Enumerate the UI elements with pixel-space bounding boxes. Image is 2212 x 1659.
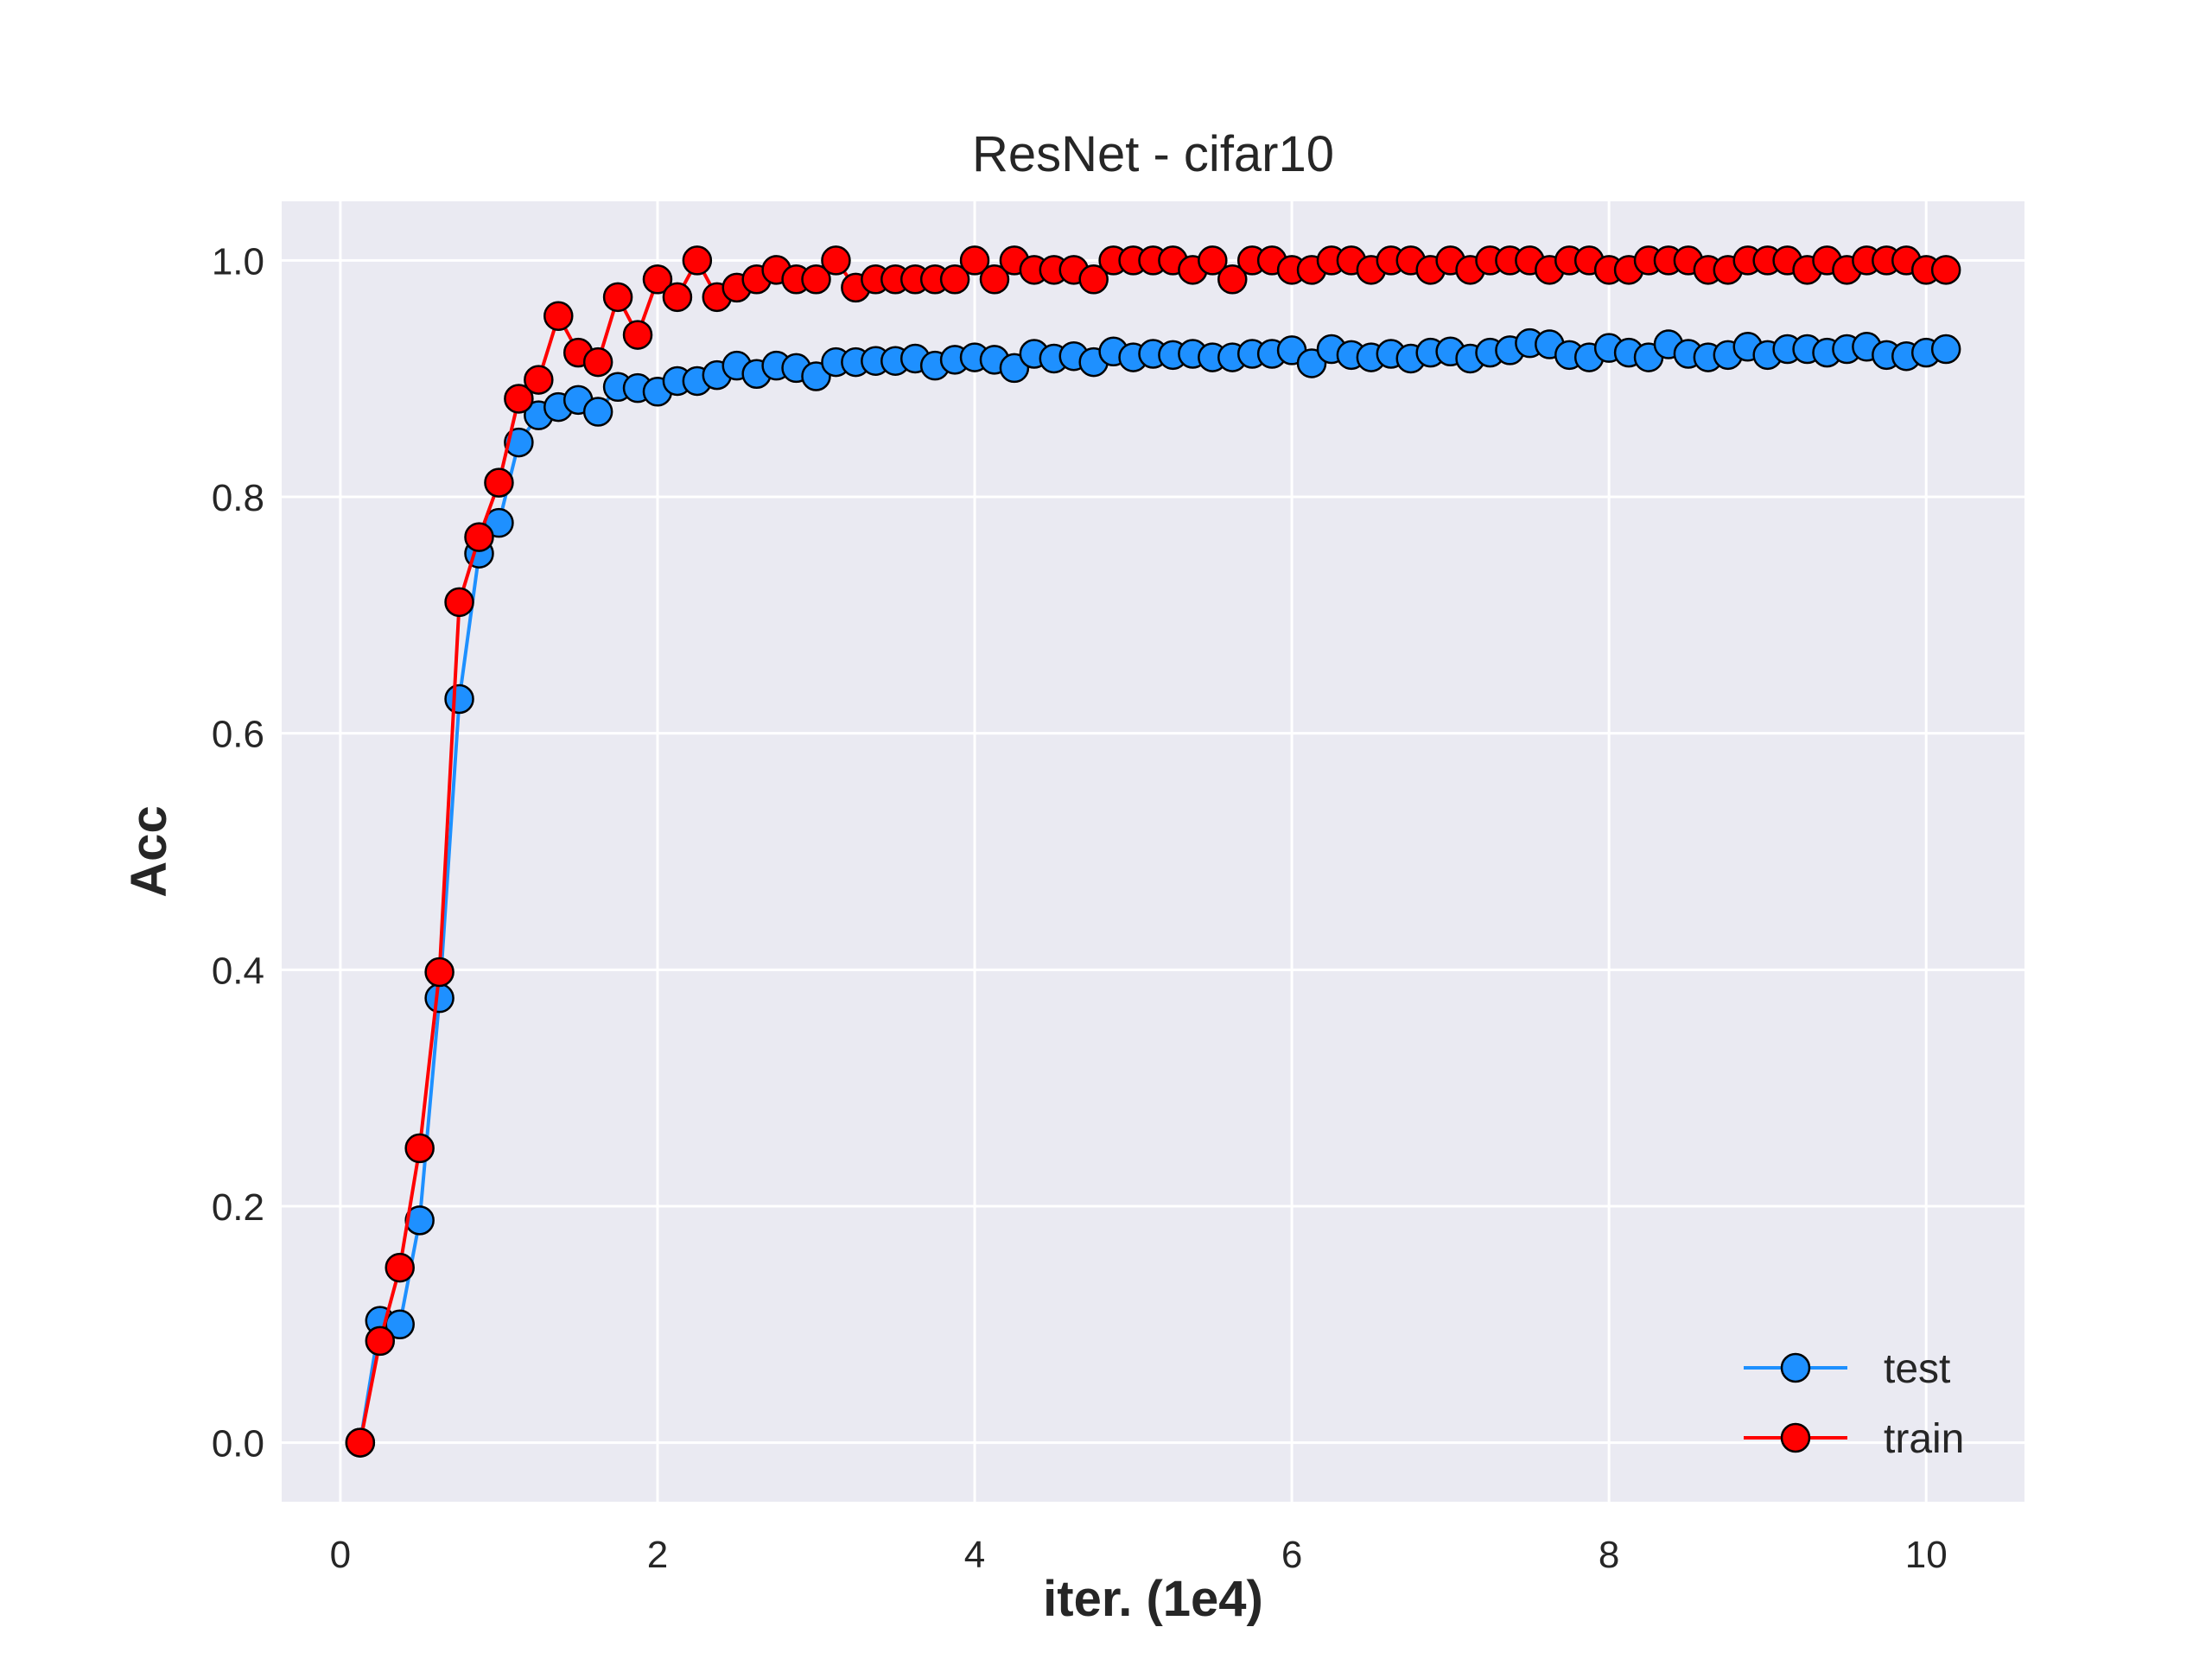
x-tick-label: 0 — [330, 1534, 351, 1576]
data-point-test — [404, 1205, 435, 1236]
data-point-train — [821, 245, 851, 276]
data-point-train — [1217, 264, 1248, 295]
grid — [282, 201, 2024, 1502]
y-axis-label: Acc — [121, 805, 177, 897]
x-tick-label: 8 — [1599, 1534, 1619, 1576]
legend-entry-train: train — [1744, 1416, 1964, 1462]
data-point-train — [484, 467, 514, 498]
data-point-train — [1930, 255, 1961, 285]
data-point-train — [365, 1325, 396, 1357]
legend-label-test: test — [1884, 1346, 1950, 1392]
data-point-train — [622, 320, 653, 350]
data-point-train — [979, 264, 1010, 295]
legend-marker-train — [1780, 1422, 1811, 1453]
data-point-train — [582, 346, 613, 378]
legend-marker-test — [1780, 1352, 1811, 1383]
data-point-train — [345, 1427, 376, 1458]
x-tick-label: 4 — [964, 1534, 985, 1576]
x-tick-label: 10 — [1905, 1534, 1948, 1576]
y-tick-label: 1.0 — [212, 240, 264, 283]
tick-labels: 0 2 4 6 8 10 0.0 0.2 0.4 0.6 0.8 1.0 — [212, 240, 1948, 1576]
data-point-train — [939, 264, 970, 295]
data-point-train — [662, 282, 693, 313]
series-train — [345, 245, 1961, 1458]
data-point-train — [524, 365, 554, 395]
data-point-train — [682, 245, 713, 276]
y-tick-label: 0.6 — [212, 714, 264, 756]
x-tick-label: 6 — [1281, 1534, 1302, 1576]
y-tick-label: 0.4 — [212, 950, 264, 992]
data-point-train — [424, 957, 454, 988]
y-tick-label: 0.2 — [212, 1186, 264, 1229]
data-point-train — [1198, 245, 1228, 276]
data-point-train — [1078, 264, 1109, 295]
data-point-test — [504, 427, 534, 458]
x-tick-label: 2 — [647, 1534, 668, 1576]
data-point-train — [404, 1133, 435, 1164]
chart-title: ResNet - cifar10 — [972, 126, 1334, 182]
data-point-train — [464, 522, 494, 552]
data-point-train — [642, 264, 673, 295]
data-point-test — [444, 683, 474, 715]
legend-label-train: train — [1884, 1416, 1964, 1462]
legend-entry-test: test — [1744, 1346, 1950, 1392]
data-point-train — [959, 245, 990, 276]
legend: test train — [1744, 1346, 1964, 1462]
data-point-test — [424, 982, 454, 1014]
data-point-train — [504, 384, 534, 414]
data-point-test — [582, 397, 613, 427]
series-layer — [345, 245, 1961, 1458]
y-tick-label: 0.0 — [212, 1423, 264, 1465]
y-tick-label: 0.8 — [212, 477, 264, 519]
data-point-train — [543, 301, 574, 331]
data-point-train — [602, 282, 633, 313]
plot-area — [282, 201, 2024, 1502]
data-point-train — [385, 1252, 415, 1283]
data-point-test — [1930, 334, 1961, 365]
series-test — [345, 327, 1961, 1458]
data-point-train — [801, 264, 831, 295]
data-point-train — [444, 587, 474, 618]
x-axis-label: iter. (1e4) — [1043, 1571, 1263, 1627]
